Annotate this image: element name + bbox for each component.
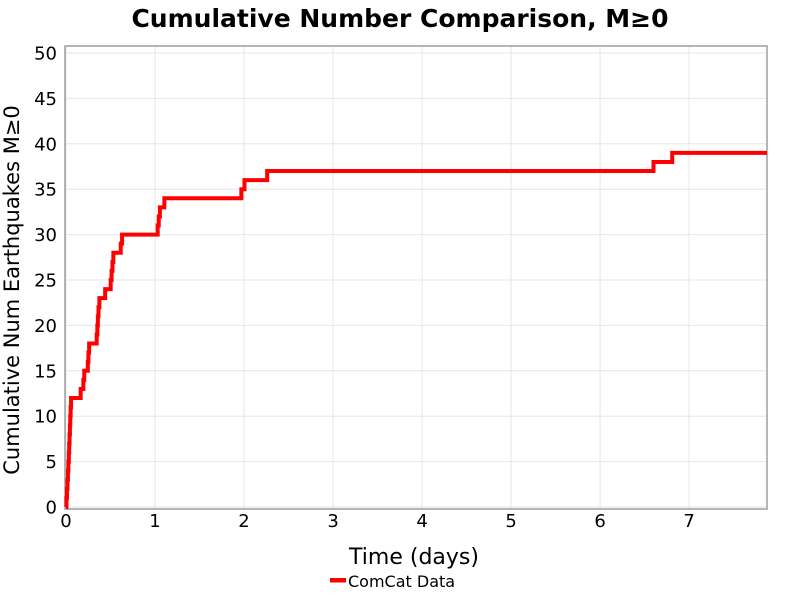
legend: ComCat Data (330, 572, 455, 591)
y-tick-label: 40 (34, 134, 57, 155)
y-tick-labels: 0 5 10 15 20 25 30 35 40 45 50 (34, 44, 57, 519)
x-axis-label: Time (days) (348, 545, 479, 570)
x-tick-label: 2 (238, 511, 249, 532)
x-tick-label: 0 (60, 511, 71, 532)
legend-label: ComCat Data (348, 572, 455, 591)
x-tick-label: 6 (594, 511, 605, 532)
plot-border (64, 45, 768, 510)
gridlines (65, 46, 767, 509)
x-tick-label: 7 (683, 511, 694, 532)
x-tick-labels: 0 1 2 3 4 5 6 7 (60, 511, 695, 532)
y-tick-label: 0 (46, 498, 57, 519)
legend-line-marker (330, 578, 346, 583)
x-tick-label: 5 (505, 511, 516, 532)
y-tick-label: 25 (34, 271, 57, 292)
y-axis-label: Cumulative Num Earthquakes M≥0 (0, 105, 24, 475)
y-tick-label: 30 (34, 225, 57, 246)
x-tick-label: 4 (416, 511, 427, 532)
comcat-data-line (64, 150, 767, 509)
chart-title: Cumulative Number Comparison, M≥0 (131, 4, 668, 33)
y-tick-label: 35 (34, 180, 57, 201)
y-tick-label: 5 (46, 452, 57, 473)
y-tick-label: 50 (34, 44, 57, 65)
x-tick-label: 1 (149, 511, 160, 532)
y-tick-label: 10 (34, 407, 57, 428)
x-tick-label: 3 (327, 511, 338, 532)
y-tick-label: 20 (34, 316, 57, 337)
y-tick-label: 45 (34, 89, 57, 110)
y-tick-label: 15 (34, 361, 57, 382)
